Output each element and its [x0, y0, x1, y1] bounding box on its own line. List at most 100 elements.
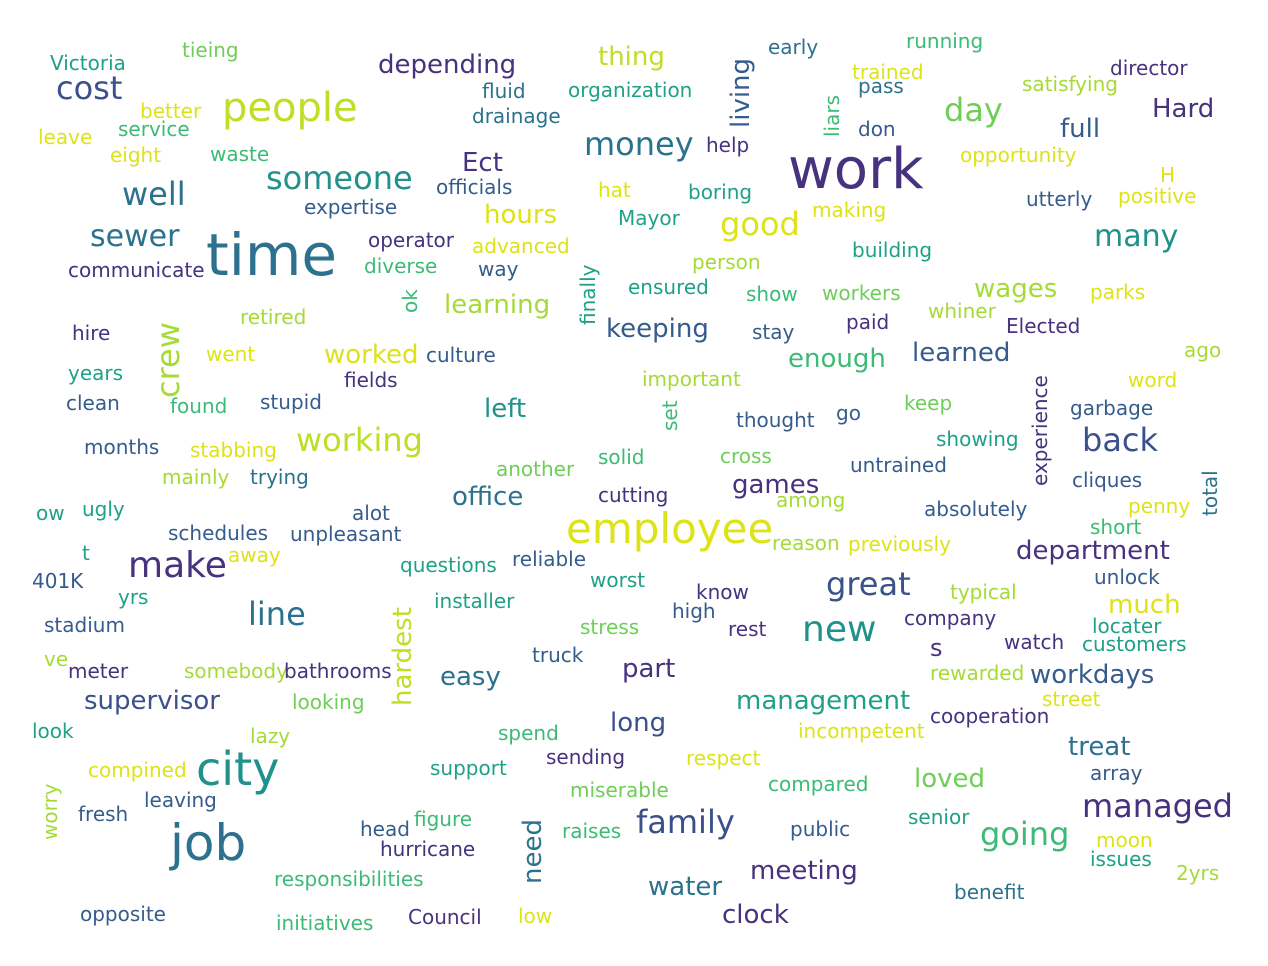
word-away: away: [228, 543, 281, 567]
word-department: department: [1016, 536, 1170, 566]
word-go: go: [836, 401, 861, 425]
word-ect: Ect: [462, 148, 503, 178]
word-looking: looking: [292, 690, 365, 714]
word-2yrs: 2yrs: [1176, 861, 1220, 885]
word-running: running: [906, 29, 984, 53]
word-treat: treat: [1068, 732, 1131, 762]
word-hours: hours: [484, 200, 558, 230]
word-cooperation: cooperation: [930, 704, 1050, 728]
word-operator: operator: [368, 228, 455, 252]
word-ok: ok: [398, 289, 422, 313]
word-unlock: unlock: [1094, 565, 1160, 589]
word-rewarded: rewarded: [930, 661, 1025, 685]
word-mainly: mainly: [162, 465, 230, 489]
word-diverse: diverse: [364, 254, 438, 278]
word-previously: previously: [848, 532, 951, 556]
word-compared: compared: [768, 772, 869, 796]
word-expertise: expertise: [304, 195, 398, 219]
word-reliable: reliable: [512, 547, 587, 571]
word-t: t: [82, 541, 90, 565]
word-hard: Hard: [1152, 94, 1215, 124]
word-paid: paid: [846, 310, 890, 334]
word-cliques: cliques: [1072, 468, 1143, 492]
word-solid: solid: [598, 445, 645, 469]
word-service: service: [118, 117, 190, 141]
word-another: another: [496, 457, 575, 481]
word-fields: fields: [344, 368, 398, 392]
word-day: day: [944, 91, 1003, 129]
word-miserable: miserable: [570, 778, 669, 802]
word-culture: culture: [426, 343, 496, 367]
word-went: went: [206, 342, 256, 366]
word-whiner: whiner: [928, 299, 996, 323]
word-great: great: [826, 565, 911, 603]
word-ugly: ugly: [82, 497, 125, 521]
word-living: living: [726, 57, 756, 128]
word-director: director: [1110, 56, 1188, 80]
word-show: show: [746, 282, 798, 306]
word-building: building: [852, 238, 933, 262]
word-moon: moon: [1096, 828, 1153, 852]
word-meeting: meeting: [750, 856, 858, 886]
word-total: total: [1198, 470, 1222, 516]
word-h: H: [1160, 163, 1176, 187]
word-line: line: [248, 595, 306, 633]
word-supervisor: supervisor: [84, 686, 220, 716]
word-worry: worry: [38, 783, 62, 840]
word-easy: easy: [440, 662, 501, 692]
word-issues: issues: [1090, 847, 1152, 871]
word-well: well: [122, 175, 186, 213]
word-liars: liars: [820, 94, 844, 137]
word-learning: learning: [444, 290, 551, 320]
word-learned: learned: [912, 338, 1011, 368]
word-communicate: communicate: [68, 258, 205, 282]
word-senior: senior: [908, 805, 970, 829]
word-respect: respect: [686, 746, 761, 770]
word-officials: officials: [436, 175, 513, 199]
word-yrs: yrs: [118, 585, 149, 609]
word-depending: depending: [378, 50, 517, 80]
word-keeping: keeping: [606, 314, 709, 344]
word-initiatives: initiatives: [276, 911, 374, 935]
word-utterly: utterly: [1026, 187, 1093, 211]
word-head: head: [360, 817, 410, 841]
word-full: full: [1060, 114, 1101, 144]
word-new: new: [802, 609, 877, 650]
word-penny: penny: [1128, 494, 1191, 518]
word-making: making: [812, 198, 887, 222]
word-raises: raises: [562, 819, 622, 843]
word-mayor: Mayor: [618, 206, 680, 230]
word-crew: crew: [149, 322, 187, 398]
word-boring: boring: [688, 180, 753, 204]
word-high: high: [672, 599, 716, 623]
word-good: good: [720, 205, 800, 243]
word-rest: rest: [728, 617, 767, 641]
word-waste: waste: [210, 142, 270, 166]
word-401k: 401K: [32, 569, 84, 593]
word-important: important: [642, 367, 741, 391]
word-many: many: [1094, 219, 1179, 254]
word-worked: worked: [324, 340, 419, 370]
word-absolutely: absolutely: [924, 497, 1028, 521]
word-ago: ago: [1184, 338, 1222, 362]
word-lazy: lazy: [250, 724, 291, 748]
word-keep: keep: [904, 391, 953, 415]
word-stabbing: stabbing: [190, 438, 277, 462]
word-months: months: [84, 435, 160, 459]
word-installer: installer: [434, 589, 515, 613]
word-cutting: cutting: [598, 483, 669, 507]
word-workdays: workdays: [1030, 660, 1155, 690]
word-tieing: tieing: [182, 38, 239, 62]
word-need: need: [518, 819, 548, 884]
word-stay: stay: [752, 320, 795, 344]
word-bathrooms: bathrooms: [284, 659, 392, 683]
word-clock: clock: [722, 900, 789, 930]
word-council: Council: [408, 905, 482, 929]
word-benefit: benefit: [954, 880, 1025, 904]
word-leaving: leaving: [144, 788, 217, 812]
word-figure: figure: [414, 807, 473, 831]
word-locater: locater: [1092, 614, 1162, 638]
word-don: don: [858, 117, 896, 141]
word-know: know: [696, 580, 749, 604]
